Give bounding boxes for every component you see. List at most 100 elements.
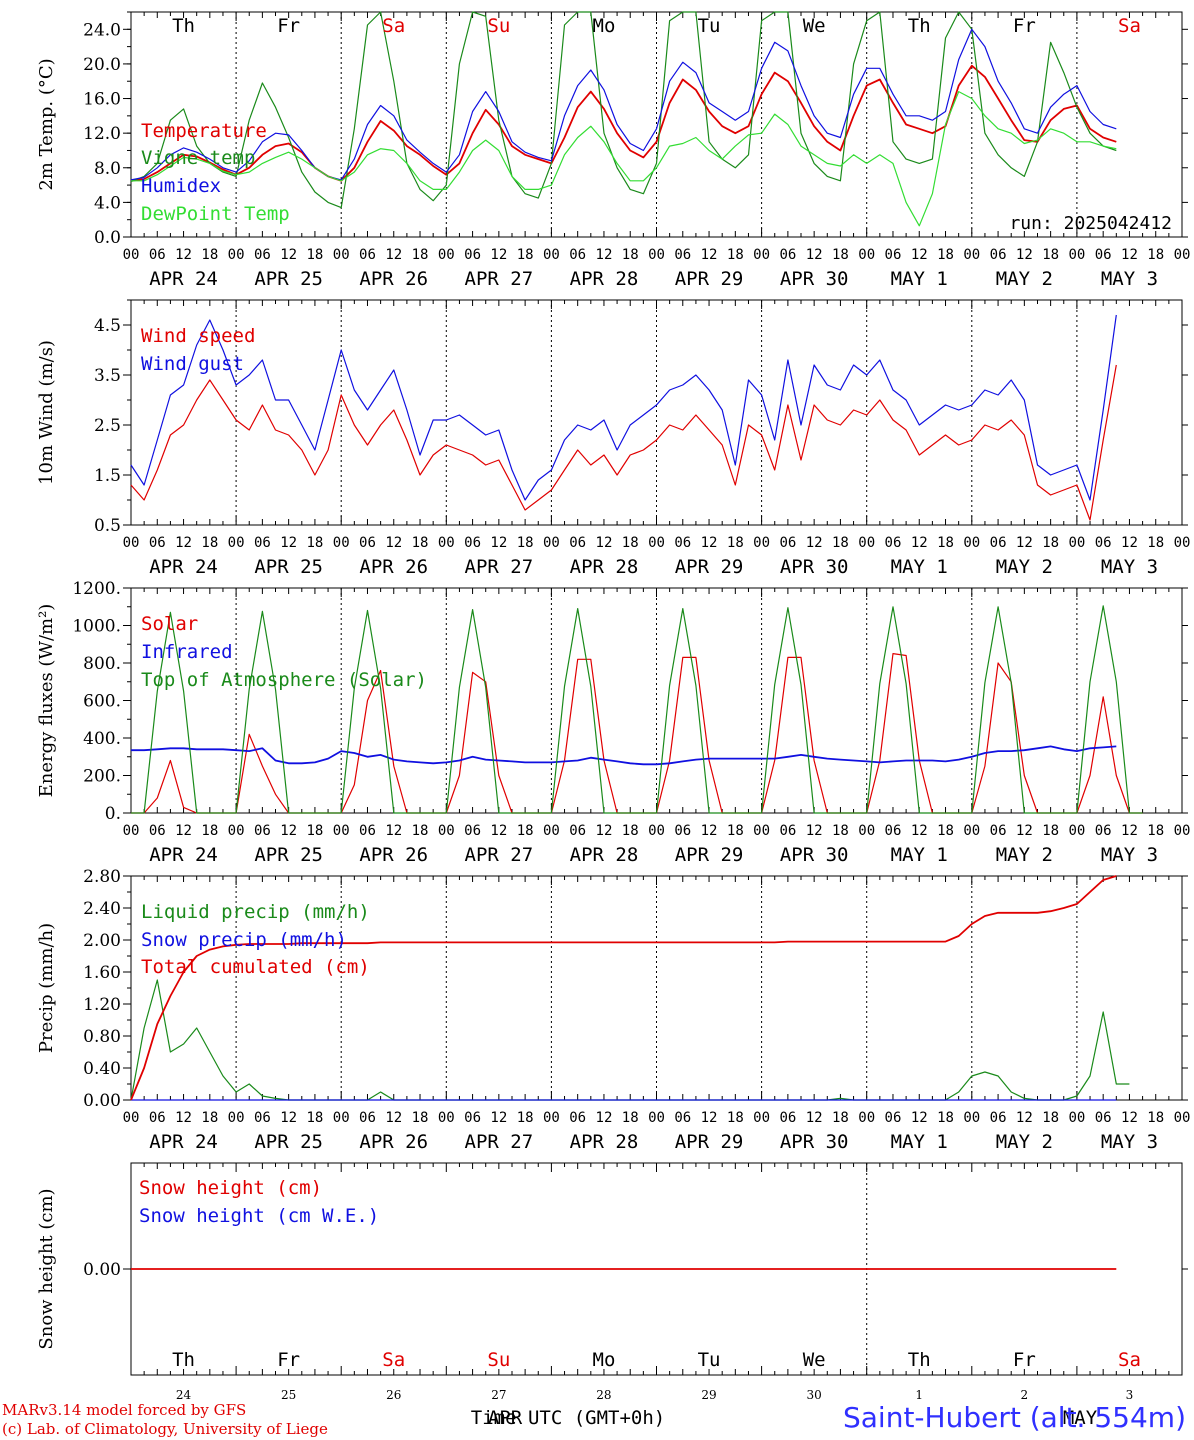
series-line bbox=[130, 64, 1117, 182]
x-date-label: APR 27 bbox=[465, 556, 534, 578]
weekday-label: Tu bbox=[698, 1349, 721, 1371]
x-hour-label: 12 bbox=[175, 535, 192, 551]
x-hour-label: 06 bbox=[254, 823, 271, 839]
x-hour-label: 06 bbox=[464, 1110, 481, 1126]
x-hour-label: 12 bbox=[385, 1110, 402, 1126]
y-tick-label: 3.5 bbox=[94, 366, 121, 386]
x-hour-label: 18 bbox=[517, 1110, 534, 1126]
x-hour-label: 00 bbox=[753, 823, 770, 839]
x-hour-label: 12 bbox=[806, 1110, 823, 1126]
x-hour-label: 18 bbox=[937, 535, 954, 551]
x-date-label: MAY 1 bbox=[891, 268, 948, 290]
x-date-label: MAY 3 bbox=[1101, 556, 1158, 578]
y-tick-label: 0.40 bbox=[83, 1059, 121, 1079]
x-hour-label: 06 bbox=[885, 823, 902, 839]
y-tick-label: 0.80 bbox=[83, 1027, 121, 1047]
weekday-label: Su bbox=[487, 15, 510, 37]
y-tick-label: 12.0 bbox=[83, 124, 121, 144]
x-hour-label: 00 bbox=[963, 823, 980, 839]
station-label: Saint-Hubert (alt. 554m) bbox=[842, 1401, 1186, 1434]
x-hour-label: 00 bbox=[648, 535, 665, 551]
x-hour-label: 06 bbox=[359, 247, 376, 263]
x-hour-label: 12 bbox=[490, 823, 507, 839]
day-number-label: 25 bbox=[281, 1388, 296, 1402]
series-line bbox=[130, 314, 1117, 501]
model-credit: MARv3.14 model forced by GFS bbox=[2, 1401, 247, 1419]
x-date-label: APR 25 bbox=[254, 1131, 323, 1153]
x-hour-label: 18 bbox=[1042, 1110, 1059, 1126]
x-hour-label: 18 bbox=[727, 1110, 744, 1126]
legend-entry: Humidex bbox=[141, 175, 221, 197]
x-hour-label: 06 bbox=[990, 823, 1007, 839]
x-hour-label: 00 bbox=[438, 823, 455, 839]
day-number-label: 24 bbox=[176, 1388, 192, 1402]
legend-entry: Snow height (cm W.E.) bbox=[139, 1205, 379, 1227]
x-hour-label: 00 bbox=[648, 823, 665, 839]
x-hour-label: 06 bbox=[149, 823, 166, 839]
x-hour-label: 00 bbox=[858, 823, 875, 839]
x-hour-label: 18 bbox=[412, 823, 429, 839]
weekday-label: Sa bbox=[382, 15, 405, 37]
legend-entry: Wind speed bbox=[141, 325, 255, 347]
legend-entry: Temperature bbox=[141, 120, 267, 142]
x-hour-label: 12 bbox=[385, 535, 402, 551]
y-tick-label: 1.20 bbox=[83, 995, 121, 1015]
x-date-label: APR 29 bbox=[675, 1131, 744, 1153]
x-hour-label: 18 bbox=[412, 535, 429, 551]
x-hour-label: 18 bbox=[1147, 247, 1164, 263]
x-hour-label: 00 bbox=[753, 1110, 770, 1126]
x-hour-label: 12 bbox=[1121, 247, 1138, 263]
x-hour-label: 00 bbox=[1068, 247, 1085, 263]
x-hour-label: 00 bbox=[228, 247, 245, 263]
x-date-label: APR 29 bbox=[675, 268, 744, 290]
x-date-label: MAY 1 bbox=[891, 556, 948, 578]
x-hour-label: 00 bbox=[438, 1110, 455, 1126]
x-hour-label: 12 bbox=[490, 535, 507, 551]
legend-entry: Snow precip (mm/h) bbox=[141, 929, 347, 951]
x-hour-label: 06 bbox=[674, 247, 691, 263]
x-hour-label: 12 bbox=[1016, 247, 1033, 263]
x-hour-label: 18 bbox=[517, 247, 534, 263]
x-hour-label: 18 bbox=[832, 247, 849, 263]
x-hour-label: 00 bbox=[963, 535, 980, 551]
panel-4: 0.00 0.40 0.80 1.20 1.60 2.00 2.40 2.80 Precip (… bbox=[36, 867, 1190, 1153]
x-date-label: APR 30 bbox=[780, 268, 849, 290]
weekday-label: Fr bbox=[1013, 1349, 1036, 1371]
x-date-label: APR 27 bbox=[465, 844, 534, 866]
x-hour-label: 12 bbox=[806, 823, 823, 839]
y-tick-label: 2.80 bbox=[83, 867, 121, 887]
x-hour-label: 18 bbox=[1042, 535, 1059, 551]
x-hour-label: 06 bbox=[674, 823, 691, 839]
series-line bbox=[131, 745, 1117, 766]
x-hour-label: 12 bbox=[280, 823, 297, 839]
lab-credit: (c) Lab. of Climatology, University of L… bbox=[2, 1420, 328, 1438]
series-line bbox=[130, 875, 1117, 1101]
x-hour-label: 18 bbox=[1042, 247, 1059, 263]
x-hour-label: 12 bbox=[385, 247, 402, 263]
x-date-label: APR 26 bbox=[359, 844, 428, 866]
x-hour-label: 18 bbox=[727, 823, 744, 839]
x-hour-label: 18 bbox=[306, 535, 323, 551]
day-number-label: 26 bbox=[386, 1388, 401, 1402]
x-hour-label: 18 bbox=[727, 247, 744, 263]
x-hour-label: 06 bbox=[1095, 823, 1112, 839]
y-tick-label: 600. bbox=[83, 692, 121, 712]
x-hour-label: 00 bbox=[333, 1110, 350, 1126]
y-tick-label: 4.5 bbox=[94, 316, 121, 336]
x-hour-label: 00 bbox=[1174, 823, 1191, 839]
x-hour-label: 06 bbox=[149, 535, 166, 551]
x-hour-label: 00 bbox=[1068, 1110, 1085, 1126]
x-hour-label: 00 bbox=[228, 823, 245, 839]
x-date-label: MAY 2 bbox=[996, 556, 1053, 578]
x-hour-label: 12 bbox=[596, 247, 613, 263]
day-number-label: 27 bbox=[491, 1388, 506, 1402]
x-date-label: MAY 2 bbox=[996, 844, 1053, 866]
x-date-label: APR 25 bbox=[254, 268, 323, 290]
x-hour-label: 06 bbox=[674, 1110, 691, 1126]
x-hour-label: 00 bbox=[228, 1110, 245, 1126]
y-tick-label: 2.5 bbox=[94, 416, 121, 436]
x-hour-label: 18 bbox=[622, 535, 639, 551]
weekday-label: Fr bbox=[277, 1349, 300, 1371]
x-hour-label: 00 bbox=[543, 535, 560, 551]
x-hour-label: 12 bbox=[280, 535, 297, 551]
